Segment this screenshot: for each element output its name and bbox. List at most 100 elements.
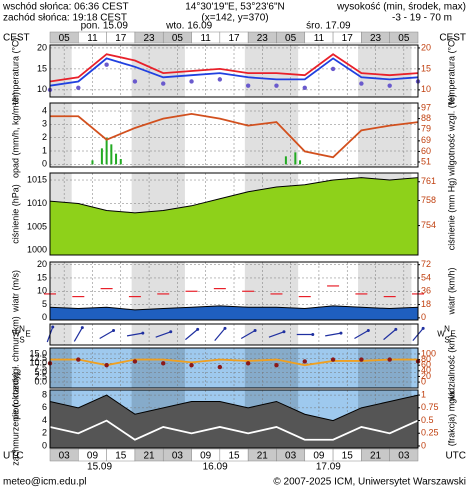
- y-tick-label: 8: [42, 389, 47, 399]
- wind-arrow-head: [223, 326, 227, 330]
- y2-tick-label: 761: [421, 176, 436, 186]
- tz-bottom-right: UTC: [445, 451, 466, 462]
- series-area: [49, 394, 419, 449]
- y-tick-label: 15: [37, 63, 47, 73]
- y2-tick-label: 20: [421, 371, 431, 381]
- y-tick-label: 2.5: [34, 372, 47, 382]
- wind-arrow-head: [169, 330, 173, 334]
- y-tick-label: 20: [37, 259, 47, 269]
- y2-axis-label: ciśnienie (mm Hg): [446, 178, 456, 251]
- series-dot: [217, 364, 223, 370]
- hour-label: 17: [115, 33, 127, 44]
- wind-arrow: [73, 327, 83, 342]
- night-shade: [358, 324, 412, 345]
- y-axis-label: zachmurzenie (oktanty): [10, 372, 20, 466]
- hour-label: 03: [172, 451, 184, 462]
- y2-tick-label: 69: [421, 135, 431, 145]
- series-dot: [359, 81, 364, 86]
- compass-letter: W: [12, 330, 20, 339]
- y-tick-label: 15: [37, 272, 47, 282]
- hour-label: 03: [59, 451, 71, 462]
- hour-label: 11: [314, 33, 325, 44]
- wind-arrow-head: [421, 326, 425, 330]
- hour-label: 09: [87, 451, 99, 462]
- night-shade: [50, 262, 72, 320]
- wind-arrow: [268, 331, 285, 338]
- wind-arrow-head: [366, 329, 370, 332]
- height: -3 - 19 - 70 m: [392, 13, 452, 24]
- time-cell: [389, 448, 419, 462]
- y2-axis-label: wiatr (km/h): [446, 267, 456, 315]
- y-tick-label: 1: [42, 145, 47, 155]
- series-dot: [387, 83, 392, 88]
- compass-letter: S: [19, 336, 24, 345]
- series-dot: [132, 359, 138, 364]
- y-tick-label: 1000: [27, 245, 47, 255]
- wind-arrow: [383, 328, 397, 341]
- series-bar: [119, 159, 122, 165]
- series-dot: [302, 359, 307, 364]
- y2-tick-label: 15: [421, 63, 431, 73]
- series-dot: [76, 357, 81, 362]
- hour-label: 05: [398, 33, 410, 44]
- series-dot: [359, 357, 364, 362]
- series-dot: [132, 79, 138, 84]
- night-shade: [244, 324, 299, 345]
- wind-arrow-head: [394, 327, 398, 331]
- y2-tick-label: 20: [421, 42, 431, 52]
- night-shade: [50, 348, 72, 388]
- day-label: śro. 17.09: [306, 21, 351, 32]
- y-tick-label: 12.5: [29, 353, 47, 363]
- y2-axis-label: wilgotność wzgl. (%): [446, 94, 456, 177]
- y-tick-label: 0: [42, 159, 47, 169]
- series-dot: [189, 362, 194, 368]
- series-line: [50, 112, 419, 159]
- y2-axis-label: temperatura (°C): [446, 37, 456, 104]
- y2-tick-label: 18: [421, 299, 431, 309]
- series-dot: [76, 85, 81, 90]
- panel-frame: [49, 44, 419, 98]
- wind-arrow: [99, 329, 114, 340]
- hour-label: 23: [370, 33, 382, 44]
- hour-label: 05: [285, 33, 297, 44]
- day-label: wto. 16.09: [165, 21, 213, 32]
- series-bar: [110, 144, 113, 165]
- night-shade: [244, 45, 299, 97]
- y-tick-label: 0: [42, 440, 47, 450]
- y-tick-label: 3: [42, 119, 47, 129]
- hour-label: 23: [144, 33, 156, 44]
- wind-arrow-head: [311, 333, 315, 336]
- wind-arrow: [240, 329, 256, 340]
- copyright: © 2007-2025 ICM, Uniwersytet Warszawski: [273, 477, 466, 488]
- wind-arrow: [126, 332, 143, 337]
- series-dot: [274, 362, 279, 368]
- tz-bottom-left: UTC: [3, 451, 24, 462]
- series-bar: [284, 156, 287, 165]
- y-tick-label: 10: [37, 286, 47, 296]
- y2-tick-label: 97: [421, 102, 431, 112]
- series-area: [49, 305, 419, 321]
- y2-tick-label: 80: [421, 354, 431, 364]
- day-label: 15.09: [87, 462, 112, 473]
- wind-arrow: [354, 329, 369, 340]
- hour-label: 05: [59, 33, 71, 44]
- wind-arrow-head: [253, 329, 257, 332]
- series-dot: [274, 83, 279, 88]
- hour-label: 17: [228, 33, 240, 44]
- hour-label: 21: [370, 451, 382, 462]
- coords: 14°30'19"E, 53°23'6"N: [185, 2, 285, 13]
- series-dot: [217, 77, 223, 82]
- wind-arrow-head: [80, 326, 84, 330]
- email: meteo@icm.edu.pl: [3, 477, 87, 488]
- series-dot: [189, 79, 194, 84]
- hour-label: 03: [285, 451, 297, 462]
- y2-tick-label: 754: [421, 220, 436, 230]
- y-tick-label: 1005: [27, 221, 47, 231]
- series-dot: [330, 357, 336, 362]
- wind-arrow-head: [339, 331, 343, 335]
- y2-tick-label: 100: [421, 348, 436, 358]
- compass-letter: N: [444, 325, 450, 334]
- hour-label: 05: [172, 33, 184, 44]
- series-bar: [115, 153, 118, 165]
- day-label: 16.09: [203, 462, 228, 473]
